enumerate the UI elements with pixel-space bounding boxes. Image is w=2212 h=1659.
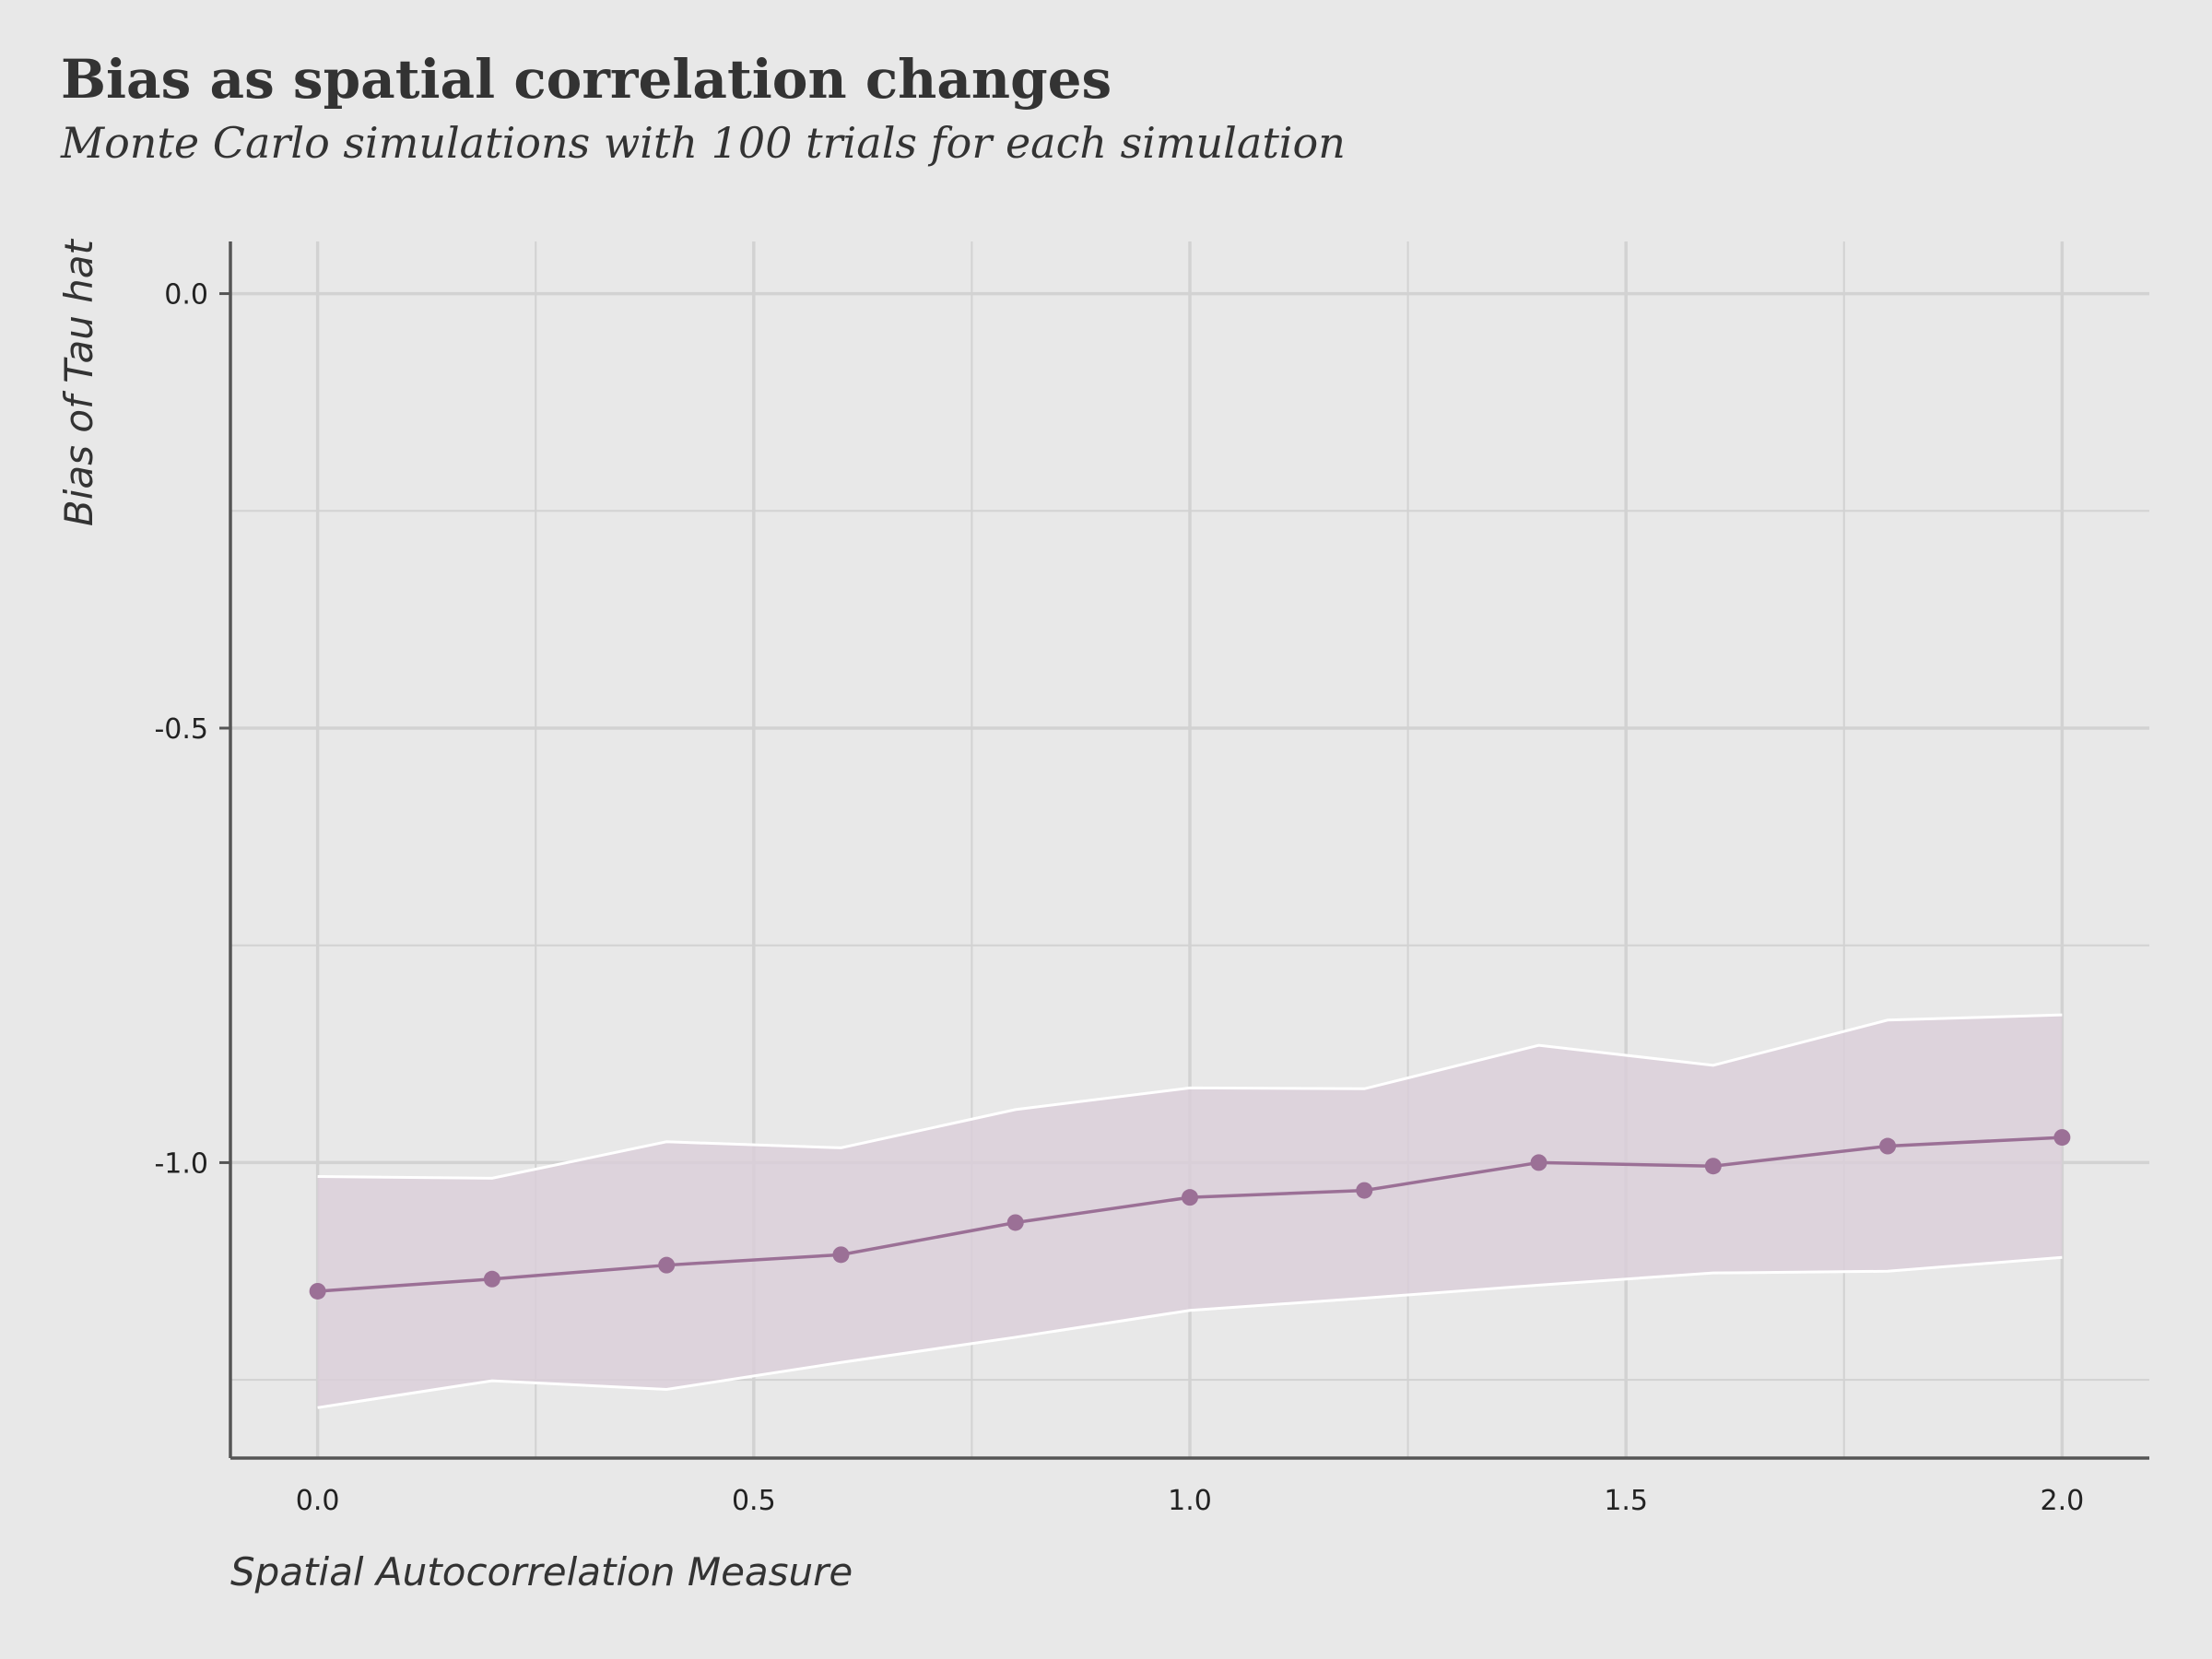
data-point bbox=[1182, 1189, 1198, 1206]
data-point bbox=[1006, 1214, 1024, 1231]
data-point bbox=[1704, 1158, 1722, 1175]
data-point bbox=[832, 1246, 850, 1264]
x-axis-title: Spatial Autocorrelation Measure bbox=[230, 1549, 853, 1594]
tick-labels: 0.0 0.5 1.0 1.5 2.0 0.0 -0.5 -1.0 bbox=[154, 279, 2084, 1517]
data-point bbox=[658, 1256, 676, 1274]
ribbon-area bbox=[317, 1015, 2063, 1408]
data-point bbox=[1879, 1137, 1897, 1155]
data-point bbox=[309, 1282, 326, 1300]
x-tick-label: 2.0 bbox=[2041, 1485, 2085, 1517]
data-point bbox=[1356, 1182, 1373, 1199]
data-point bbox=[2053, 1129, 2071, 1147]
x-tick-label: 0.0 bbox=[296, 1485, 340, 1517]
axes bbox=[219, 241, 2149, 1460]
x-tick-label: 1.5 bbox=[1604, 1485, 1648, 1517]
y-axis-title: Bias of Tau hat bbox=[56, 238, 101, 526]
confidence-ribbon bbox=[317, 1013, 2063, 1409]
series-points bbox=[309, 1129, 2071, 1300]
y-tick-label: -0.5 bbox=[154, 713, 208, 746]
chart-title: Bias as spatial correlation changes bbox=[61, 48, 1112, 111]
x-tick-label: 0.5 bbox=[732, 1485, 776, 1517]
ribbon-lower-edge bbox=[317, 1255, 2063, 1409]
y-tick-label: 0.0 bbox=[164, 279, 208, 312]
y-tick-label: -1.0 bbox=[154, 1147, 208, 1180]
data-point bbox=[1530, 1154, 1547, 1171]
chart-subtitle: Monte Carlo simulations with 100 trials … bbox=[61, 118, 1346, 168]
x-tick-label: 1.0 bbox=[1168, 1485, 1212, 1517]
ribbon-upper-edge bbox=[317, 1013, 2063, 1180]
data-point bbox=[483, 1270, 500, 1288]
